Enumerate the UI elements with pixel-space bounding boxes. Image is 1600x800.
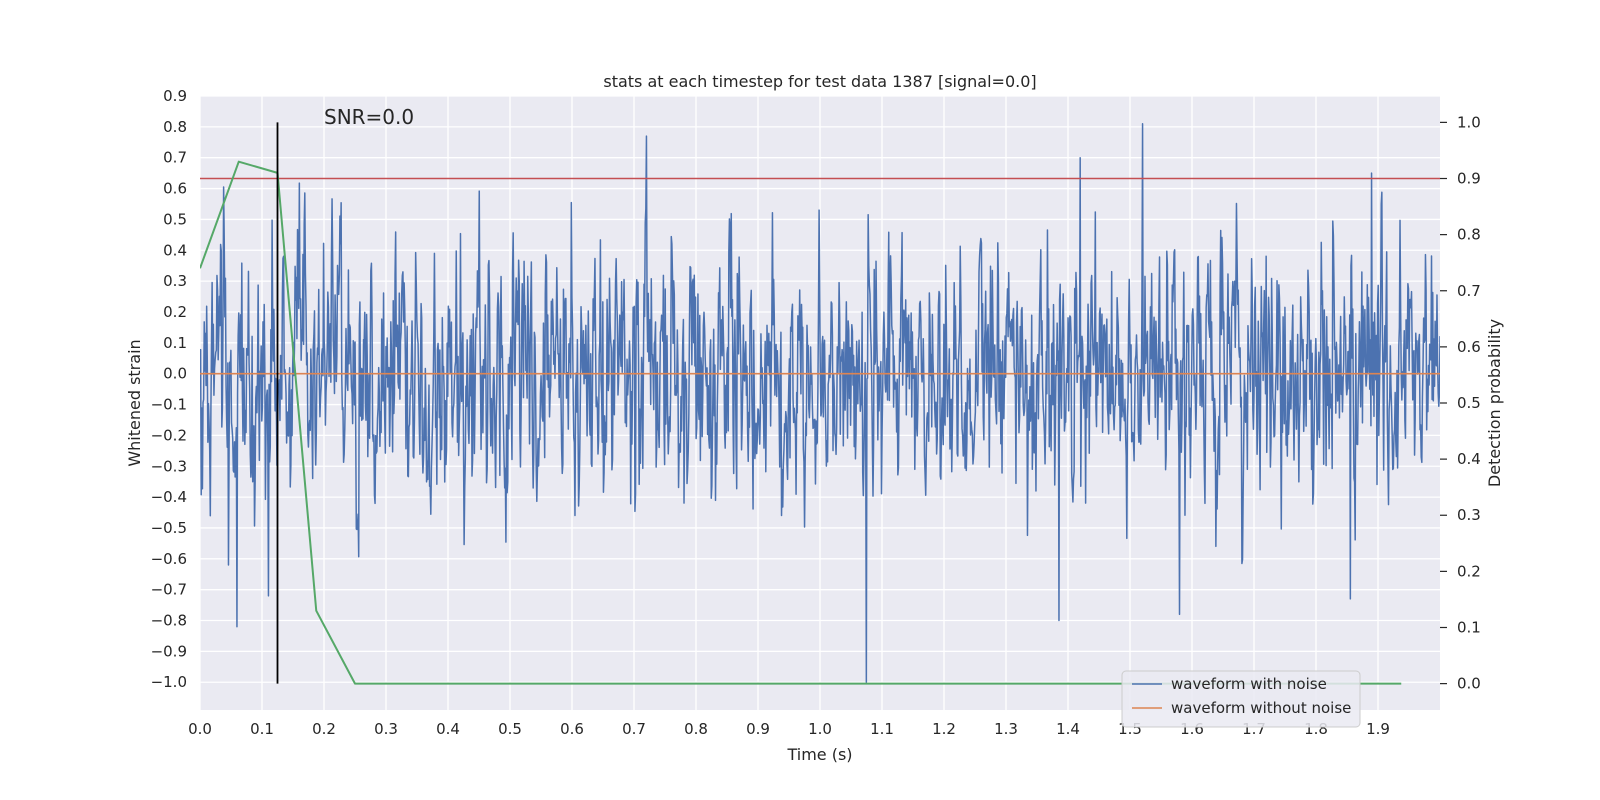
right-y-tick-label: 0.5 xyxy=(1457,394,1481,412)
left-y-tick-label: −0.6 xyxy=(151,550,187,568)
right-y-tick-label: 0.7 xyxy=(1457,282,1481,300)
right-y-tick-label: 0.4 xyxy=(1457,450,1481,468)
x-tick-label: 0.0 xyxy=(188,720,212,738)
left-y-tick-label: 0.7 xyxy=(163,149,187,167)
right-y-tick-label: 0.0 xyxy=(1457,675,1481,693)
x-tick-label: 1.4 xyxy=(1056,720,1080,738)
x-tick-label: 1.0 xyxy=(808,720,832,738)
x-tick-label: 0.5 xyxy=(498,720,522,738)
x-tick-label: 0.4 xyxy=(436,720,460,738)
left-y-tick-label: 0.9 xyxy=(163,87,187,105)
x-axis-label: Time (s) xyxy=(786,745,852,764)
series-line-detection-probability xyxy=(200,160,1402,685)
x-tick-label: 1.2 xyxy=(932,720,956,738)
left-y-tick-label: 0.0 xyxy=(163,365,187,383)
left-y-tick-label: −1.0 xyxy=(151,673,187,691)
legend-box xyxy=(1121,670,1361,728)
right-y-tick-label: 0.6 xyxy=(1457,338,1481,356)
left-y-tick-label: −0.5 xyxy=(151,519,187,537)
x-tick-label: 0.8 xyxy=(684,720,708,738)
left-y-tick-label: 0.8 xyxy=(163,118,187,136)
left-y-tick-label: −0.4 xyxy=(151,488,187,506)
x-tick-label: 0.1 xyxy=(250,720,274,738)
x-tick-label: 0.7 xyxy=(622,720,646,738)
left-y-tick-label: 0.2 xyxy=(163,303,187,321)
legend: waveform with noise waveform without noi… xyxy=(1121,670,1361,728)
x-tick-label: 0.2 xyxy=(312,720,336,738)
series-line-waveform-with-noise xyxy=(200,123,1440,683)
legend-label-noisy: waveform with noise xyxy=(1171,675,1327,693)
right-y-tick-label: 0.9 xyxy=(1457,170,1481,188)
left-y-tick-label: −0.3 xyxy=(151,457,187,475)
snr-annotation: SNR=0.0 xyxy=(324,105,414,129)
left-y-tick-label: −0.8 xyxy=(151,612,187,630)
left-y-tick-label: −0.2 xyxy=(151,426,187,444)
left-y-tick-label: 0.6 xyxy=(163,180,187,198)
right-y-tick-labels: 1.0 0.9 0.8 0.7 0.6 0.5 0.4 0.3 0.2 0.1 0.0 xyxy=(1440,113,1481,693)
right-y-tick-label: 1.0 xyxy=(1457,113,1481,131)
left-y-tick-label: 0.5 xyxy=(163,210,187,228)
left-y-tick-label: −0.1 xyxy=(151,396,187,414)
x-tick-label: 0.3 xyxy=(374,720,398,738)
left-y-tick-label: 0.3 xyxy=(163,272,187,290)
left-y-tick-labels: 0.9 0.8 0.7 0.6 0.5 0.4 0.3 0.2 0.1 0.0 −0.1 −0.2 −0… xyxy=(151,87,187,691)
left-y-tick-label: −0.7 xyxy=(151,581,187,599)
left-y-axis-label: Whitened strain xyxy=(125,339,144,466)
right-y-tick-label: 0.8 xyxy=(1457,226,1481,244)
chart-title: stats at each timestep for test data 138… xyxy=(603,72,1036,91)
x-tick-label: 1.3 xyxy=(994,720,1018,738)
series-layer xyxy=(200,122,1440,685)
right-y-tick-label: 0.3 xyxy=(1457,506,1481,524)
right-y-axis-label: Detection probability xyxy=(1485,319,1504,487)
x-tick-label: 0.6 xyxy=(560,720,584,738)
legend-label-clean: waveform without noise xyxy=(1171,699,1351,717)
x-tick-label: 0.9 xyxy=(746,720,770,738)
left-y-tick-label: 0.1 xyxy=(163,334,187,352)
left-y-tick-label: −0.9 xyxy=(151,642,187,660)
x-tick-label: 1.9 xyxy=(1366,720,1390,738)
right-y-tick-label: 0.1 xyxy=(1457,618,1481,636)
grid xyxy=(199,95,1440,710)
right-y-tick-label: 0.2 xyxy=(1457,562,1481,580)
left-y-tick-label: 0.4 xyxy=(163,241,187,259)
x-tick-label: 1.1 xyxy=(870,720,894,738)
